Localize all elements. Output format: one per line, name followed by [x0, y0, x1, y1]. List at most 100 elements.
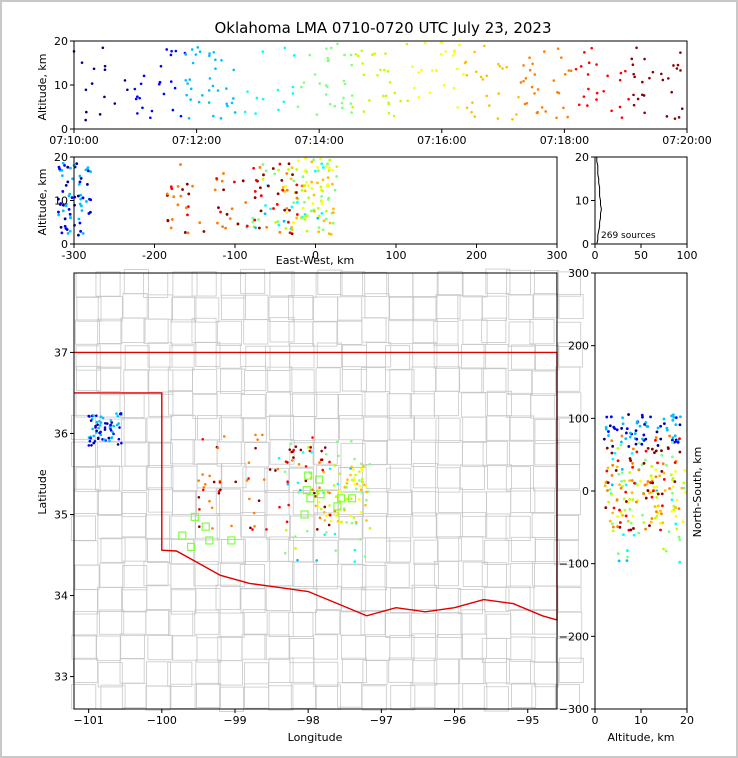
county-cell	[529, 319, 555, 345]
plan-point	[323, 533, 326, 536]
time-height-axes	[73, 40, 688, 130]
time-height-point	[232, 97, 235, 100]
time-height-point	[672, 64, 675, 67]
time-height-point	[379, 68, 382, 72]
plan-point	[360, 491, 364, 494]
county-cell	[121, 491, 147, 518]
ns-point	[616, 515, 619, 518]
time-height-point	[318, 82, 322, 85]
time-height-point	[586, 73, 590, 76]
ns-point	[633, 432, 637, 435]
time-height-point	[126, 88, 129, 92]
county-cell	[362, 271, 388, 297]
ns-point	[619, 486, 623, 490]
time-height-point	[423, 41, 427, 45]
ew-point	[216, 221, 219, 225]
ns-xlabel: Altitude, km	[607, 731, 674, 744]
plan-point	[353, 560, 357, 563]
plan-point	[349, 497, 353, 501]
time-height-point	[149, 116, 152, 120]
ns-point	[615, 465, 619, 469]
county-cell	[172, 465, 198, 491]
plan-point	[216, 446, 220, 450]
county-cell	[73, 657, 99, 683]
county-cell	[289, 657, 315, 683]
time-height-point	[479, 75, 483, 79]
plan-point	[203, 482, 207, 486]
county-cell	[337, 296, 363, 322]
county-cell	[341, 366, 367, 392]
ew-ytick-label: 0	[61, 238, 68, 251]
ns-point	[655, 514, 659, 518]
ew-point	[217, 206, 220, 210]
county-cell	[413, 562, 439, 588]
ns-point	[670, 498, 674, 502]
ew-point	[184, 206, 188, 210]
plan-point	[261, 433, 264, 437]
ns-point	[624, 437, 628, 441]
plan-ytick-label: 35	[54, 509, 68, 522]
county-cell	[410, 612, 436, 638]
ew-xtick-label: 100	[386, 249, 407, 262]
ns-point	[671, 491, 674, 495]
ew-point	[61, 209, 65, 213]
county-cell	[507, 369, 533, 396]
time-height-point	[255, 96, 259, 100]
county-cell	[316, 465, 342, 491]
ew-point	[230, 207, 234, 211]
county-cell	[315, 367, 341, 393]
ns-point	[631, 514, 635, 518]
county-cell	[269, 317, 295, 343]
county-cell	[169, 345, 195, 371]
time-height-point	[361, 62, 365, 65]
county-cell	[412, 660, 438, 686]
time-height-point	[350, 63, 353, 67]
county-cell	[462, 441, 488, 468]
county-cell	[197, 415, 222, 441]
county-cell	[170, 319, 196, 345]
plan-point	[352, 468, 355, 471]
time-height-point	[343, 53, 346, 57]
ew-point	[79, 229, 82, 233]
county-cell	[191, 317, 217, 343]
county-cell	[510, 609, 536, 635]
lma-station	[201, 522, 210, 531]
ew-point	[166, 219, 170, 222]
ns-point	[636, 483, 640, 487]
time-height-point	[141, 106, 144, 110]
county-cell	[312, 321, 338, 347]
plan-point	[110, 421, 114, 424]
ew-point	[300, 189, 304, 192]
ns-point	[673, 440, 676, 444]
ns-point	[651, 481, 655, 485]
time-height-point	[382, 94, 385, 98]
ns-point	[674, 506, 678, 509]
time-height-point	[85, 110, 88, 114]
county-cell	[219, 686, 244, 712]
ns-point	[642, 492, 646, 496]
ns-point	[620, 440, 623, 444]
county-cell	[289, 369, 315, 395]
time-height-point	[291, 85, 295, 89]
county-cell	[195, 659, 221, 685]
ns-point	[654, 438, 657, 442]
plan-point	[365, 490, 368, 494]
time-height-point	[430, 69, 434, 72]
ns-point	[635, 450, 639, 454]
time-height-point	[261, 50, 265, 53]
plan-point	[278, 505, 281, 509]
county-cell	[362, 440, 388, 466]
plan-point	[325, 531, 328, 534]
county-cell	[95, 465, 120, 491]
county-cell	[265, 585, 291, 611]
plan-point	[254, 433, 257, 437]
ns-point	[644, 496, 648, 500]
ew-point	[84, 168, 88, 172]
ns-point	[675, 527, 679, 531]
plan-point	[336, 513, 340, 517]
ns-point	[624, 500, 628, 503]
plan-point	[322, 510, 326, 514]
county-cell	[506, 269, 532, 295]
time-height-point	[630, 57, 634, 61]
county-cell	[242, 609, 268, 635]
